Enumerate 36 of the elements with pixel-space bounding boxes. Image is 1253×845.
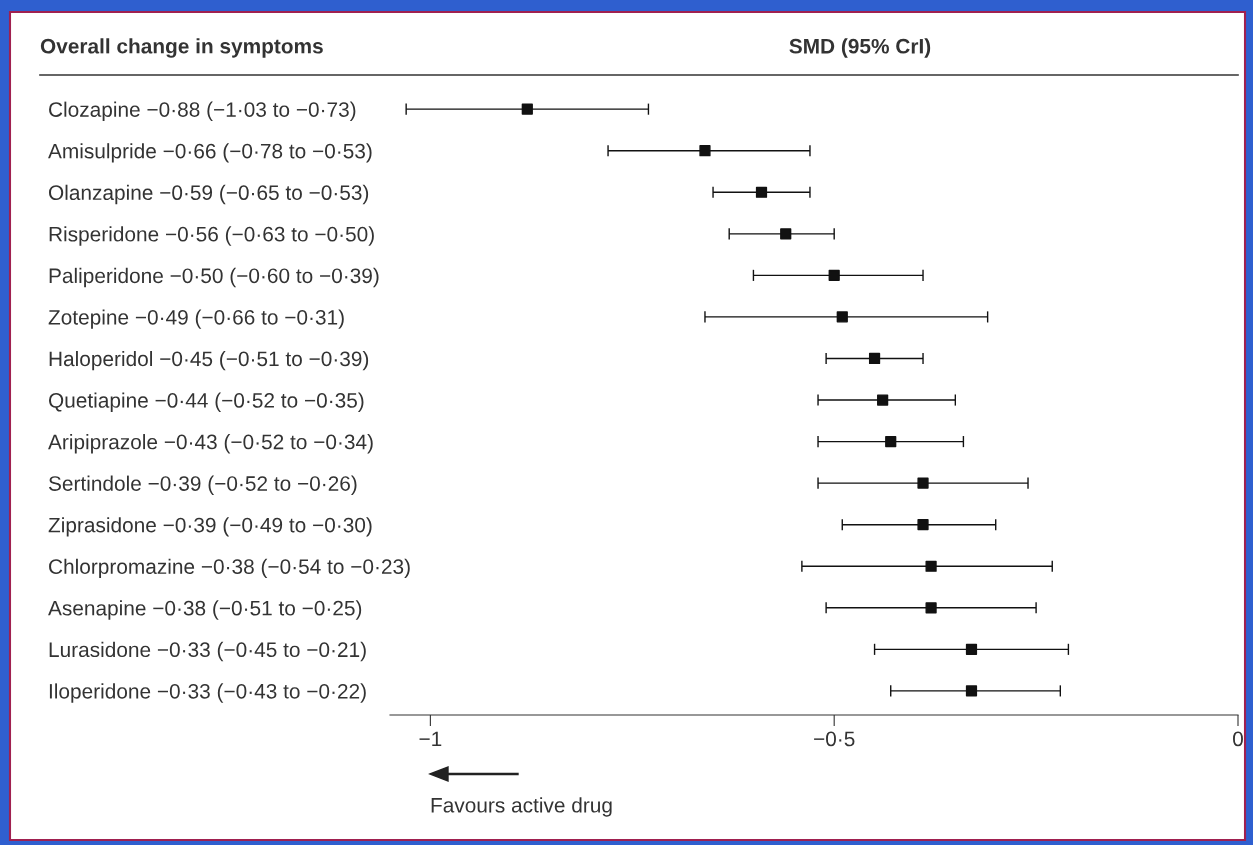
y-tick-label: Risperidone −0·56 (−0·63 to −0·50): [49, 226, 374, 246]
y-tick-label: Zotepine −0·49 (−0·66 to −0·31): [48, 309, 344, 329]
y-tick-label: Sertindole −0·39 (−0·52 to −0·26): [48, 475, 357, 495]
y-tick-label: Clozapine −0·88 (−1·03 to −0·73): [49, 101, 356, 122]
point: [780, 228, 792, 240]
x-tick-label: 0: [1233, 731, 1243, 747]
y-tick-label: Paliperidone −0·50 (−0·60 to −0·39): [49, 267, 379, 288]
y-tick-label: Quetiapine −0·44 (−0·52 to −0·35): [48, 392, 364, 412]
y-tick-label: Asenapine −0·38 (−0·51 to −0·25): [48, 600, 362, 620]
y-tick-label: Ziprasidone −0·39 (−0·49 to −0·30): [48, 517, 372, 537]
text: Overall change in symptoms: [40, 38, 323, 58]
y-tick-label: Iloperidone −0·33 (−0·43 to −0·22): [49, 683, 366, 703]
point: [828, 269, 840, 281]
point: [965, 685, 978, 697]
point: [877, 394, 889, 406]
point: [699, 145, 711, 157]
point: [965, 643, 978, 655]
y-tick-label: Chlorpromazine −0·38 (−0·54 to −0·23): [49, 558, 410, 579]
y-tick-label: Haloperidol −0·45 (−0·51 to −0·39): [49, 350, 369, 371]
x-axis-title: SMD (95% CrI): [789, 38, 931, 58]
point: [868, 352, 881, 365]
y-tick-label: Olanzapine −0·59 (−0·65 to −0·53): [48, 184, 369, 205]
x-tick-label: −0·5: [814, 731, 855, 747]
point: [836, 311, 848, 323]
y-tick-label: Amisulpride −0·66 (−0·78 to −0·53): [48, 143, 372, 163]
point: [925, 560, 937, 572]
point: [755, 186, 768, 198]
point: [885, 435, 897, 448]
y-tick-label: Aripiprazole −0·43 (−0·52 to −0·34): [48, 434, 373, 454]
x-tick-label: −1: [419, 731, 442, 747]
point: [917, 519, 929, 531]
point: [917, 477, 929, 489]
y-tick-label: Lurasidone −0·33 (−0·45 to −0·21): [49, 641, 366, 662]
point: [925, 602, 937, 614]
text: Favours active drug: [431, 797, 612, 817]
point: [521, 103, 533, 115]
